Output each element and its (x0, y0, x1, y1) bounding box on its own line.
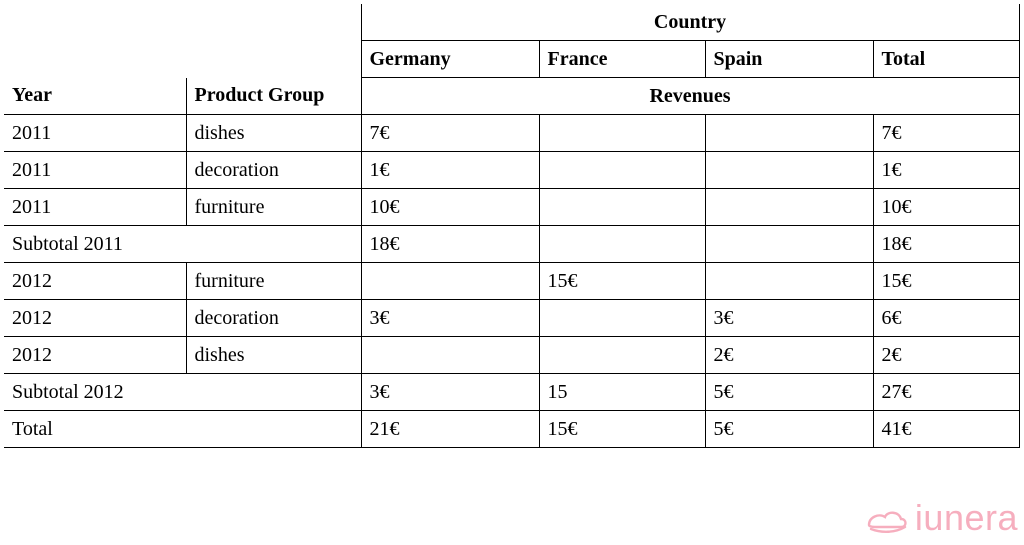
cell-pgroup: decoration (186, 300, 361, 337)
table-row: 2011 dishes 7€ 7€ (4, 115, 1019, 152)
column-header-spain: Spain (705, 41, 873, 78)
cell-total: 15€ (873, 263, 1019, 300)
header-empty-top-left-2 (186, 4, 361, 41)
cell-year: 2012 (4, 337, 186, 374)
table-row: 2011 decoration 1€ 1€ (4, 152, 1019, 189)
cell-france (539, 115, 705, 152)
cell-year: 2011 (4, 115, 186, 152)
cell-spain: 2€ (705, 337, 873, 374)
revenue-pivot-table: Country Germany France Spain Total Year … (4, 4, 1020, 448)
column-header-france: France (539, 41, 705, 78)
cell-germany: 18€ (361, 226, 539, 263)
cell-germany: 7€ (361, 115, 539, 152)
cell-total: 18€ (873, 226, 1019, 263)
subtotal-row-2011: Subtotal 2011 18€ 18€ (4, 226, 1019, 263)
subtotal-label: Subtotal 2012 (4, 374, 361, 411)
cell-year: 2011 (4, 189, 186, 226)
cell-spain (705, 226, 873, 263)
cell-pgroup: furniture (186, 189, 361, 226)
cell-total: 41€ (873, 411, 1019, 448)
subtotal-row-2012: Subtotal 2012 3€ 15 5€ 27€ (4, 374, 1019, 411)
cell-france (539, 337, 705, 374)
column-header-revenues: Revenues (361, 78, 1019, 115)
cell-spain (705, 189, 873, 226)
cell-germany: 3€ (361, 300, 539, 337)
cell-germany: 3€ (361, 374, 539, 411)
cloud-swoosh-icon (865, 503, 909, 533)
cell-france: 15 (539, 374, 705, 411)
header-empty-top-left (4, 4, 186, 41)
row-header-year: Year (4, 78, 186, 115)
column-header-germany: Germany (361, 41, 539, 78)
cell-germany: 10€ (361, 189, 539, 226)
header-empty-mid-left-2 (186, 41, 361, 78)
cell-germany: 1€ (361, 152, 539, 189)
cell-total: 6€ (873, 300, 1019, 337)
cell-france: 15€ (539, 263, 705, 300)
cell-spain (705, 263, 873, 300)
cell-germany (361, 263, 539, 300)
iunera-logo: iunera (865, 497, 1018, 539)
subtotal-label: Subtotal 2011 (4, 226, 361, 263)
cell-germany (361, 337, 539, 374)
cell-pgroup: decoration (186, 152, 361, 189)
table-row: 2012 decoration 3€ 3€ 6€ (4, 300, 1019, 337)
cell-total: 10€ (873, 189, 1019, 226)
cell-france (539, 226, 705, 263)
cell-france: 15€ (539, 411, 705, 448)
cell-spain: 5€ (705, 411, 873, 448)
table-row: 2011 furniture 10€ 10€ (4, 189, 1019, 226)
cell-pgroup: dishes (186, 337, 361, 374)
column-header-total: Total (873, 41, 1019, 78)
cell-total: 1€ (873, 152, 1019, 189)
cell-spain: 3€ (705, 300, 873, 337)
cell-germany: 21€ (361, 411, 539, 448)
logo-text: iunera (915, 497, 1018, 539)
cell-year: 2012 (4, 300, 186, 337)
row-header-product-group: Product Group (186, 78, 361, 115)
cell-pgroup: furniture (186, 263, 361, 300)
cell-spain (705, 152, 873, 189)
table-row: 2012 dishes 2€ 2€ (4, 337, 1019, 374)
cell-spain (705, 115, 873, 152)
cell-france (539, 152, 705, 189)
grand-total-row: Total 21€ 15€ 5€ 41€ (4, 411, 1019, 448)
column-header-country: Country (361, 4, 1019, 41)
cell-pgroup: dishes (186, 115, 361, 152)
cell-total: 27€ (873, 374, 1019, 411)
cell-total: 7€ (873, 115, 1019, 152)
cell-total: 2€ (873, 337, 1019, 374)
cell-france (539, 300, 705, 337)
cell-year: 2011 (4, 152, 186, 189)
cell-spain: 5€ (705, 374, 873, 411)
cell-year: 2012 (4, 263, 186, 300)
cell-france (539, 189, 705, 226)
grand-total-label: Total (4, 411, 361, 448)
header-empty-mid-left (4, 41, 186, 78)
table-row: 2012 furniture 15€ 15€ (4, 263, 1019, 300)
